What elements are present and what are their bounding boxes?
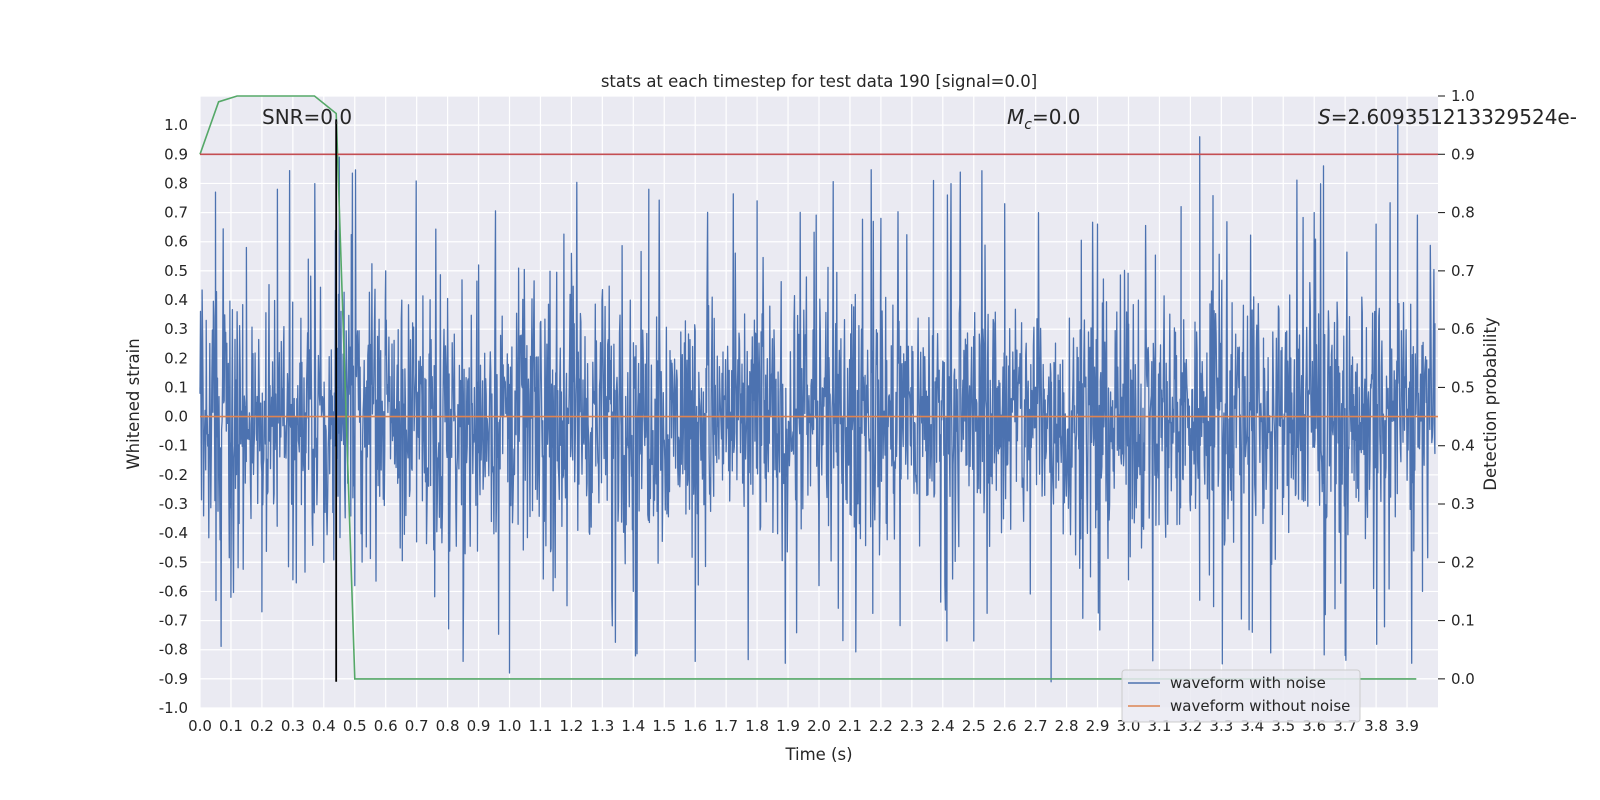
x-tick-label: 0.6	[374, 717, 398, 735]
legend: waveform with noise waveform without noi…	[1121, 669, 1361, 723]
right-y-tick-label: 0.8	[1451, 204, 1475, 222]
right-y-tick-label: 0.7	[1451, 262, 1475, 280]
legend-label-waveform-without-noise: waveform without noise	[1170, 697, 1350, 715]
legend-label-waveform-with-noise: waveform with noise	[1170, 674, 1326, 692]
x-tick-label: 1.1	[529, 717, 553, 735]
x-tick-label: 2.9	[1086, 717, 1110, 735]
x-tick-label: 0.3	[281, 717, 305, 735]
x-tick-label: 2.7	[1024, 717, 1048, 735]
x-tick-label: 1.4	[621, 717, 645, 735]
x-tick-label: 2.6	[993, 717, 1017, 735]
y-tick-labels: 1.0 0.9 0.8 0.7 0.6 0.5 0.4 0.3 0.2 0.1 0.0 -0.1 -0.…	[159, 116, 188, 717]
right-y-tick-label: 0.2	[1451, 553, 1475, 571]
x-tick-label: 3.9	[1395, 717, 1419, 735]
chirp-mass-annotation: Mc=0.0	[1007, 105, 1081, 133]
x-tick-label: 0.0	[188, 717, 212, 735]
x-tick-label: 2.4	[931, 717, 955, 735]
y-tick-label: -0.2	[159, 466, 188, 484]
x-tick-label: 2.0	[807, 717, 831, 735]
x-tick-label: 1.7	[714, 717, 738, 735]
x-tick-label: 1.2	[559, 717, 583, 735]
legend-box	[1121, 669, 1361, 723]
y-tick-label: 0.7	[164, 204, 188, 222]
series-line-2	[199, 95, 1417, 680]
x-tick-label: 1.8	[745, 717, 769, 735]
snr-annotation: SNR=0.0	[262, 105, 352, 129]
y-tick-label: 0.4	[164, 291, 188, 309]
y-tick-label: -1.0	[159, 699, 188, 717]
x-tick-label: 3.8	[1364, 717, 1388, 735]
x-tick-label: 1.9	[776, 717, 800, 735]
series-layer	[199, 95, 1438, 683]
series-line-waveform-with-noise	[199, 124, 1436, 683]
s-annotation: S=2.609351213329524e-	[1318, 105, 1577, 129]
right-y-tick-label: 0.5	[1451, 378, 1475, 396]
y-tick-label: 0.6	[164, 233, 188, 251]
x-tick-label: 0.5	[343, 717, 367, 735]
right-y-tick-label: 0.1	[1451, 612, 1475, 630]
y-tick-label: 0.3	[164, 320, 188, 338]
x-tick-label: 2.3	[900, 717, 924, 735]
right-y-tick-label: 0.9	[1451, 145, 1475, 163]
y-tick-label: 0.8	[164, 174, 188, 192]
x-tick-label: 2.8	[1055, 717, 1079, 735]
x-tick-label: 1.0	[498, 717, 522, 735]
right-y-tick-label: 0.3	[1451, 495, 1475, 513]
x-tick-label: 0.2	[250, 717, 274, 735]
right-y-tick-labels: 1.0 0.9 0.8 0.7 0.6 0.5 0.4 0.3 0.2 0.1 0.0	[1438, 87, 1475, 688]
y-tick-label: -0.4	[159, 524, 188, 542]
y-tick-label: 1.0	[164, 116, 188, 134]
y-tick-label: -0.1	[159, 437, 188, 455]
y-tick-label: -0.5	[159, 553, 188, 571]
y-tick-label: -0.9	[159, 670, 188, 688]
x-tick-label: 1.5	[652, 717, 676, 735]
y-tick-label: 0.9	[164, 145, 188, 163]
right-y-tick-label: 0.4	[1451, 437, 1475, 455]
x-tick-label: 0.8	[436, 717, 460, 735]
x-axis-label: Time (s)	[784, 745, 852, 764]
x-tick-label: 0.4	[312, 717, 336, 735]
y-tick-label: -0.7	[159, 612, 188, 630]
y-tick-label: -0.8	[159, 641, 188, 659]
y-tick-label: -0.3	[159, 495, 188, 513]
y-tick-label: 0.1	[164, 378, 188, 396]
y-tick-label: -0.6	[159, 582, 188, 600]
x-tick-label: 2.5	[962, 717, 986, 735]
right-y-tick-label: 0.0	[1451, 670, 1475, 688]
right-y-tick-label: 1.0	[1451, 87, 1475, 105]
y-axis-label: Whitened strain	[124, 338, 143, 469]
x-tick-label: 1.3	[590, 717, 614, 735]
x-tick-label: 0.9	[467, 717, 491, 735]
x-tick-label: 0.7	[405, 717, 429, 735]
y-tick-label: 0.0	[164, 408, 188, 426]
y-tick-label: 0.2	[164, 349, 188, 367]
chart-title: stats at each timestep for test data 190…	[601, 72, 1037, 91]
right-y-axis-label: Detection probability	[1481, 317, 1500, 491]
y-tick-label: 0.5	[164, 262, 188, 280]
x-tick-label: 1.6	[683, 717, 707, 735]
x-tick-label: 0.1	[219, 717, 243, 735]
x-tick-label: 2.2	[869, 717, 893, 735]
right-y-tick-label: 0.6	[1451, 320, 1475, 338]
x-tick-label: 2.1	[838, 717, 862, 735]
